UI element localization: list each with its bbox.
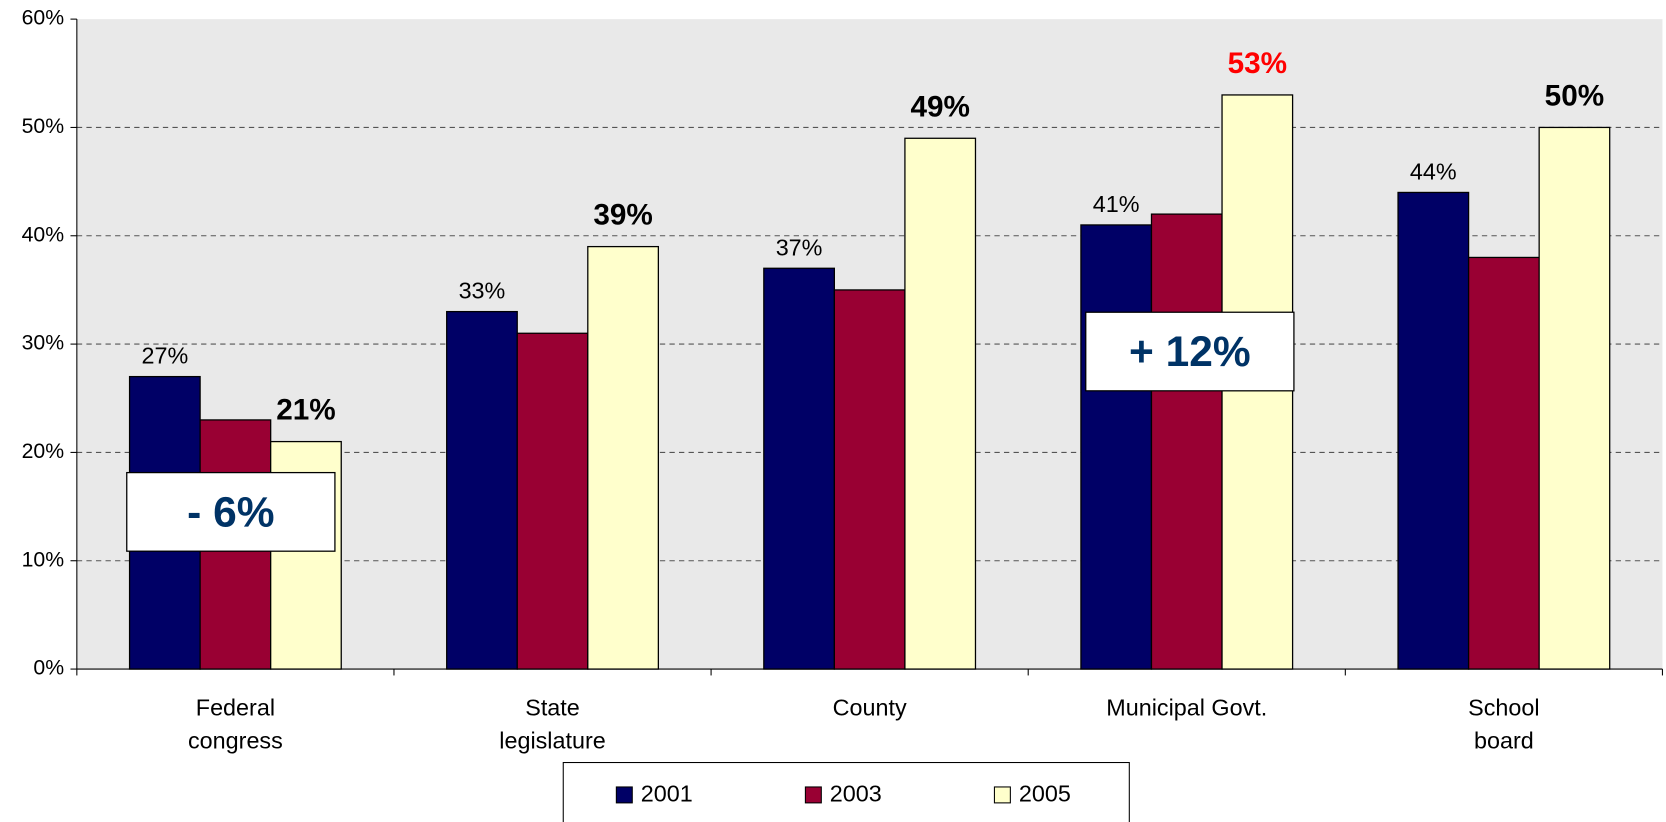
y-tick-label: 60% xyxy=(22,6,65,30)
data-label: 41% xyxy=(1093,191,1140,217)
x-tick-label-line: congress xyxy=(188,728,283,754)
legend-box xyxy=(562,761,1130,822)
annotation: - 6% xyxy=(187,489,274,536)
data-label: 27% xyxy=(141,343,188,369)
annotation-box xyxy=(126,471,336,552)
x-tick-label: Municipal Govt. xyxy=(1106,695,1267,721)
legend-label: 2003 xyxy=(830,781,882,807)
data-label: 44% xyxy=(1410,158,1457,184)
x-tick-label-line: Municipal Govt. xyxy=(1106,695,1267,721)
annotation-box xyxy=(1085,311,1295,392)
x-tick-label-line: School xyxy=(1468,695,1539,721)
x-tick-label: Federal congress xyxy=(188,695,283,754)
data-label: 39% xyxy=(593,199,652,232)
bar xyxy=(763,267,835,670)
bar xyxy=(446,310,518,670)
bar xyxy=(904,137,977,670)
legend-swatch xyxy=(804,786,822,804)
legend-label: 2005 xyxy=(1019,781,1071,807)
bar xyxy=(1538,126,1611,670)
x-tick-label-line: legislature xyxy=(499,728,605,754)
bar xyxy=(1080,224,1153,670)
y-tick-label: 50% xyxy=(22,114,65,138)
bar xyxy=(1397,191,1470,670)
bar xyxy=(833,289,906,670)
y-tick-label: 30% xyxy=(22,331,65,355)
x-tick-label-line: board xyxy=(1474,728,1534,754)
legend-swatch xyxy=(993,786,1011,804)
bar xyxy=(1150,213,1223,670)
data-label: 37% xyxy=(776,234,823,260)
y-tick-label: 20% xyxy=(22,439,65,463)
data-label: 33% xyxy=(459,278,506,304)
x-tick-label-line: State xyxy=(525,695,580,721)
y-tick-label: 40% xyxy=(22,222,65,246)
data-label: 53% xyxy=(1228,47,1287,80)
y-tick-label: 10% xyxy=(22,547,65,571)
bar xyxy=(587,245,659,670)
legend-label: 2001 xyxy=(641,781,693,807)
data-label: 50% xyxy=(1545,80,1604,113)
x-tick-label-line: County xyxy=(833,695,907,721)
data-label: 21% xyxy=(276,394,335,427)
x-tick-label: State legislature xyxy=(499,695,605,754)
legend-swatch xyxy=(615,786,633,804)
bar xyxy=(1467,256,1540,670)
annotation: + 12% xyxy=(1129,329,1251,376)
bar xyxy=(516,332,589,670)
data-label: 49% xyxy=(910,90,969,123)
x-tick-label-line: Federal xyxy=(196,695,275,721)
x-tick-label: County xyxy=(833,695,907,721)
y-tick-label: 0% xyxy=(33,656,64,680)
x-tick-label: School board xyxy=(1468,695,1539,754)
